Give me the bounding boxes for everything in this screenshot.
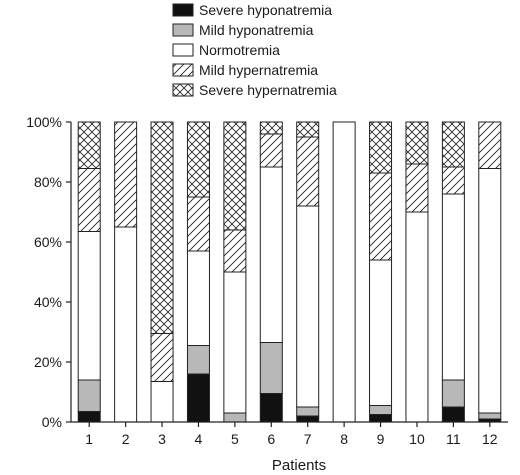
bar-segment-patient-3-mild-hypernatremia	[150, 333, 174, 382]
legend-label-normotremia: Normotremia	[199, 42, 280, 58]
bar-segment-patient-6-mild-hypernatremia	[259, 133, 283, 168]
bar-segment-patient-12-normotremia	[478, 168, 502, 414]
bar-segment-patient-12-mild-hypernatremia	[478, 121, 502, 169]
bar-segment-patient-9-severe-hypernatremia	[369, 121, 393, 174]
x-tick-label: 11	[446, 431, 461, 447]
legend-swatch-normotremia	[172, 43, 194, 57]
bar-segment-patient-4-severe-hyponatremia	[186, 373, 210, 423]
bar-segment-patient-10-severe-hypernatremia	[405, 121, 429, 165]
legend-swatch-severe-hypernatremia	[172, 83, 194, 97]
bar-segment-patient-7-normotremia	[296, 205, 320, 408]
bar-segment-patient-5-severe-hypernatremia	[223, 121, 247, 231]
bar-segment-patient-11-mild-hyponatremia	[441, 379, 465, 408]
bar-segment-patient-7-mild-hyponatremia	[296, 406, 320, 417]
legend-label-severe-hyponatremia: Severe hyponatremia	[199, 2, 332, 18]
legend-swatch-mild-hypernatremia	[172, 63, 194, 77]
bar-segment-patient-9-mild-hypernatremia	[369, 172, 393, 261]
bar-segment-patient-4-mild-hyponatremia	[186, 345, 210, 375]
bar-segment-patient-2-normotremia	[114, 226, 138, 423]
bar-segment-patient-11-severe-hypernatremia	[441, 121, 465, 168]
bar-segment-patient-4-severe-hypernatremia	[186, 121, 210, 198]
y-tick-label: 60%	[34, 234, 62, 250]
bar-segment-patient-11-severe-hyponatremia	[441, 406, 465, 423]
bar-segment-patient-6-mild-hyponatremia	[259, 342, 283, 394]
y-tick-label: 100%	[26, 114, 62, 130]
y-tick-label: 0%	[42, 414, 62, 430]
x-tick-label: 2	[122, 431, 130, 447]
bar-segment-patient-9-mild-hyponatremia	[369, 405, 393, 415]
bar-segment-patient-1-mild-hypernatremia	[77, 168, 101, 232]
bar-segment-patient-8-normotremia	[332, 121, 356, 423]
x-tick-label: 3	[158, 431, 166, 447]
bar-segment-patient-9-severe-hyponatremia	[369, 414, 393, 423]
bar-segment-patient-4-mild-hypernatremia	[186, 196, 210, 252]
bar-segment-patient-12-mild-hyponatremia	[478, 412, 502, 420]
bars	[77, 121, 502, 423]
bar-segment-patient-2-mild-hypernatremia	[114, 121, 138, 228]
legend-label-mild-hyponatremia: Mild hyponatremia	[199, 22, 314, 38]
bar-segment-patient-7-severe-hyponatremia	[296, 415, 320, 423]
bar-segment-patient-3-severe-hypernatremia	[150, 121, 174, 334]
bar-segment-patient-11-normotremia	[441, 193, 465, 381]
bar-segment-patient-6-severe-hypernatremia	[259, 121, 283, 135]
y-tick-label: 40%	[34, 294, 62, 310]
x-axis-label: Patients	[272, 457, 326, 474]
x-tick-label: 6	[267, 431, 275, 447]
bar-segment-patient-7-mild-hypernatremia	[296, 136, 320, 207]
bar-segment-patient-10-normotremia	[405, 211, 429, 423]
bar-segment-patient-4-normotremia	[186, 250, 210, 346]
x-tick-label: 5	[231, 431, 239, 447]
bar-segment-patient-3-normotremia	[150, 381, 174, 423]
bar-segment-patient-9-normotremia	[369, 259, 393, 406]
bar-segment-patient-7-severe-hypernatremia	[296, 121, 320, 138]
bar-segment-patient-5-mild-hypernatremia	[223, 229, 247, 273]
x-tick-label: 10	[409, 431, 425, 447]
legend-swatch-mild-hyponatremia	[172, 23, 194, 37]
bar-segment-patient-1-severe-hyponatremia	[77, 411, 101, 423]
bar-segment-patient-6-normotremia	[259, 166, 283, 343]
legend-label-mild-hypernatremia: Mild hypernatremia	[199, 62, 318, 78]
legend-label-severe-hypernatremia: Severe hypernatremia	[199, 82, 337, 98]
x-tick-label: 7	[304, 431, 312, 447]
axes: 0%20%40%60%80%100%1 2 3 4 5 6 7 8 9 10 11 12	[26, 114, 508, 447]
y-tick-label: 20%	[34, 354, 62, 370]
x-tick-label: 4	[195, 431, 203, 447]
x-tick-label: 1	[85, 431, 93, 447]
bar-segment-patient-6-severe-hyponatremia	[259, 393, 283, 423]
bar-segment-patient-1-normotremia	[77, 231, 101, 381]
legend: Severe hyponatremia Mild hyponatremia Norm…	[172, 2, 337, 98]
y-tick-label: 80%	[34, 174, 62, 190]
bar-segment-patient-1-severe-hypernatremia	[77, 121, 101, 169]
x-tick-label: 9	[377, 431, 385, 447]
bar-segment-patient-1-mild-hyponatremia	[77, 379, 101, 412]
bar-segment-patient-10-mild-hypernatremia	[405, 163, 429, 213]
legend-swatch-severe-hyponatremia	[172, 3, 194, 17]
bar-segment-patient-5-mild-hyponatremia	[223, 412, 247, 423]
bar-segment-patient-5-normotremia	[223, 271, 247, 414]
x-tick-label: 8	[340, 431, 348, 447]
bar-segment-patient-11-mild-hypernatremia	[441, 166, 465, 195]
x-tick-label: 12	[482, 431, 498, 447]
